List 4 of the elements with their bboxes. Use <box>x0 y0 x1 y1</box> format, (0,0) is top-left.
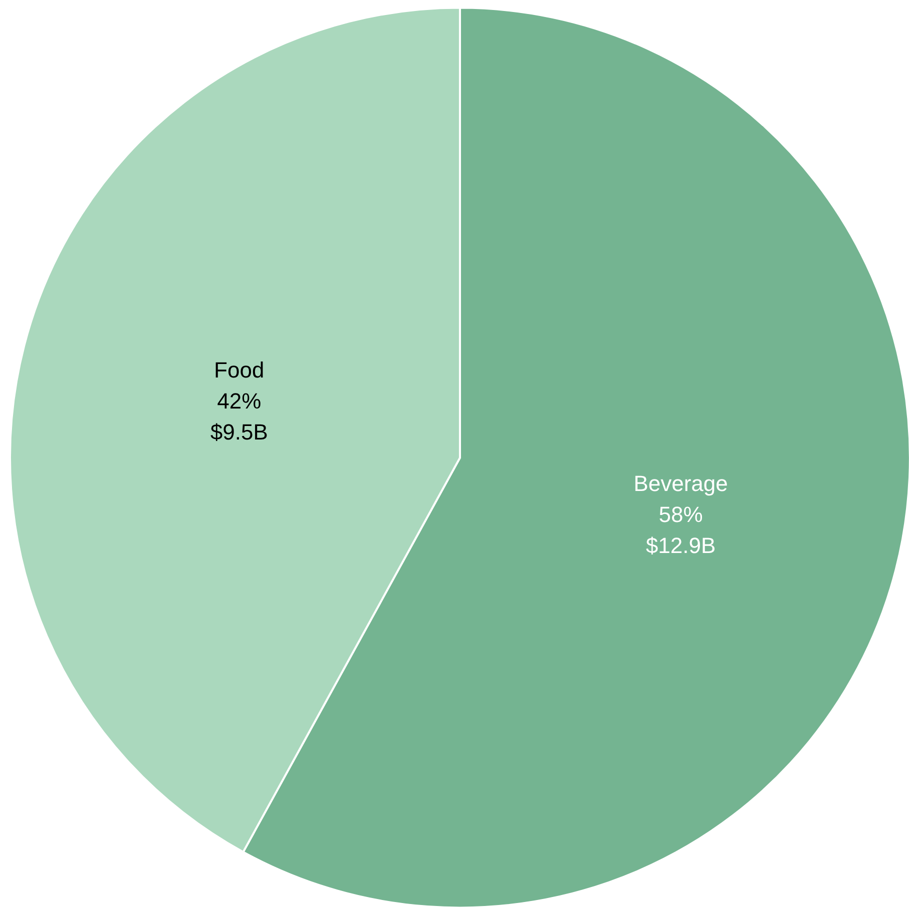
slice-label: Beverage <box>634 470 728 496</box>
data-label: 58% $12.9B <box>646 502 716 558</box>
data-label: 42% $9.5B <box>210 388 268 445</box>
slice-label: Food <box>214 358 264 383</box>
